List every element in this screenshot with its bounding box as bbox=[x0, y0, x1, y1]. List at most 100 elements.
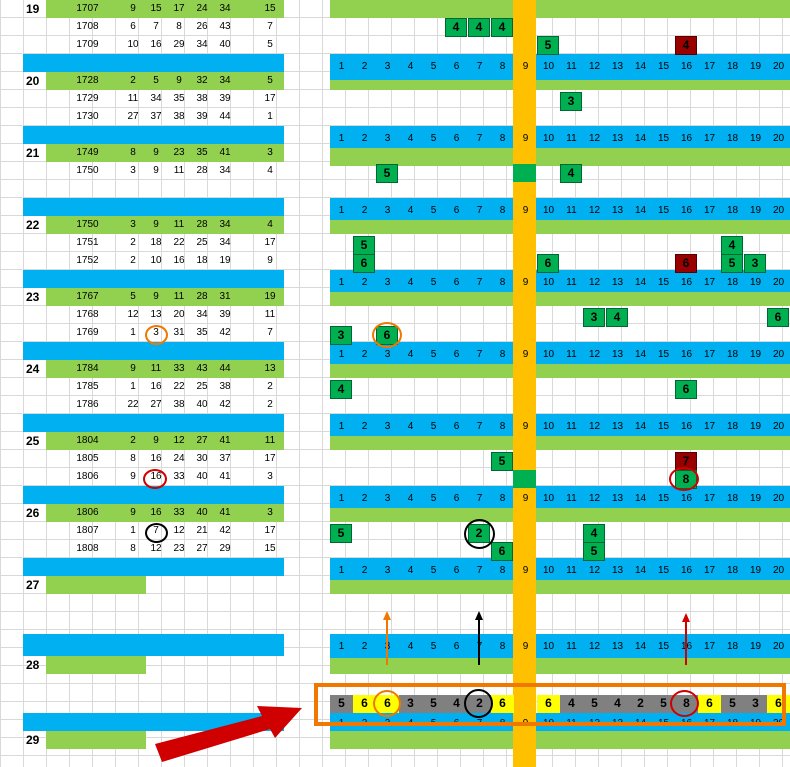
grid-column-number: 19 bbox=[749, 277, 762, 288]
table-cell-id: 1729 bbox=[76, 93, 99, 104]
grid-column-number: 13 bbox=[611, 133, 624, 144]
table-cell-f: 17 bbox=[264, 93, 276, 104]
grid-column-number: 12 bbox=[588, 641, 601, 652]
grid-column-number: 3 bbox=[384, 493, 391, 504]
grid-column-number: 17 bbox=[703, 277, 716, 288]
grid-column-number: 14 bbox=[634, 277, 647, 288]
table-cell-c: 38 bbox=[173, 111, 185, 122]
table-cell-e: 41 bbox=[219, 147, 231, 158]
grid-column-number: 8 bbox=[499, 421, 506, 432]
table-cell-b: 7 bbox=[153, 21, 159, 32]
grid-column-number: 15 bbox=[657, 421, 670, 432]
result-cell: 6 bbox=[698, 695, 721, 713]
table-cell-a: 2 bbox=[130, 435, 136, 446]
grid-column-number: 7 bbox=[476, 349, 483, 360]
grid-header-band bbox=[330, 54, 790, 80]
grid-column-number: 16 bbox=[680, 421, 693, 432]
grid-column-number: 19 bbox=[749, 133, 762, 144]
grid-column-number: 3 bbox=[384, 205, 391, 216]
grid-band bbox=[330, 658, 790, 674]
group-number: 22 bbox=[26, 218, 40, 232]
table-cell-d: 43 bbox=[196, 363, 208, 374]
grid-mark: 5 bbox=[537, 36, 559, 55]
grid-column-number: 4 bbox=[407, 421, 414, 432]
table-cell-e: 39 bbox=[219, 93, 231, 104]
separator-band bbox=[23, 713, 284, 731]
grid-column-number: 11 bbox=[566, 205, 577, 216]
table-cell-a: 10 bbox=[127, 39, 139, 50]
table-cell-a: 3 bbox=[130, 165, 136, 176]
row-band-27 bbox=[46, 576, 146, 594]
row-band-28 bbox=[46, 656, 146, 674]
grid-column-number: 11 bbox=[566, 133, 577, 144]
table-cell-b: 34 bbox=[150, 93, 162, 104]
grid-mark: 4 bbox=[675, 36, 697, 55]
column-9-highlight bbox=[513, 0, 536, 767]
grid-column-number: 3 bbox=[384, 61, 391, 72]
grid-column-number: 20 bbox=[772, 61, 785, 72]
table-cell-d: 35 bbox=[196, 147, 208, 158]
grid-mark: 3 bbox=[560, 92, 582, 111]
row-band-1750 bbox=[46, 216, 284, 234]
row-band-1728 bbox=[46, 72, 284, 90]
group-number: 21 bbox=[26, 146, 40, 160]
table-cell-id: 1749 bbox=[76, 147, 99, 158]
highlight-circle-red bbox=[670, 690, 699, 717]
grid-mark: 4 bbox=[468, 18, 490, 37]
table-cell-d: 34 bbox=[196, 309, 208, 320]
grid-mark: 3 bbox=[583, 308, 605, 327]
grid-column-number: 8 bbox=[499, 277, 506, 288]
grid-header-band bbox=[330, 270, 790, 292]
grid-column-number: 10 bbox=[542, 421, 555, 432]
table-cell-e: 31 bbox=[219, 291, 231, 302]
table-cell-b: 18 bbox=[150, 237, 162, 248]
table-cell-b: 5 bbox=[153, 75, 159, 86]
grid-column-number: 16 bbox=[680, 133, 693, 144]
grid-column-number: 7 bbox=[476, 61, 483, 72]
table-cell-id: 1808 bbox=[76, 543, 99, 554]
grid-column-number: 9 bbox=[522, 565, 529, 576]
grid-column-number: 15 bbox=[657, 133, 670, 144]
table-cell-a: 1 bbox=[130, 381, 136, 392]
table-cell-a: 9 bbox=[130, 3, 136, 14]
table-cell-f: 3 bbox=[267, 147, 273, 158]
table-cell-d: 32 bbox=[196, 75, 208, 86]
table-cell-c: 11 bbox=[173, 219, 185, 230]
table-cell-e: 29 bbox=[219, 543, 231, 554]
grid-column-number: 5 bbox=[430, 421, 437, 432]
highlight-circle-red bbox=[669, 467, 699, 491]
arrow-up-orange-icon bbox=[383, 611, 391, 665]
highlight-circle-orange bbox=[372, 322, 402, 348]
grid-column-number: 18 bbox=[726, 641, 739, 652]
grid-column-number: 6 bbox=[453, 277, 460, 288]
table-cell-f: 19 bbox=[264, 291, 276, 302]
table-cell-d: 28 bbox=[196, 219, 208, 230]
table-cell-f: 3 bbox=[267, 471, 273, 482]
grid-mark: 5 bbox=[583, 542, 605, 561]
separator-band bbox=[23, 486, 284, 504]
grid-column-number: 17 bbox=[703, 133, 716, 144]
grid-column-number: 12 bbox=[588, 277, 601, 288]
grid-column-number: 1 bbox=[338, 421, 345, 432]
table-cell-e: 34 bbox=[219, 3, 231, 14]
table-cell-f: 4 bbox=[267, 165, 273, 176]
grid-column-number: 9 bbox=[522, 277, 529, 288]
grid-column-number: 3 bbox=[384, 349, 391, 360]
grid-column-number: 5 bbox=[430, 565, 437, 576]
table-cell-id: 1728 bbox=[76, 75, 99, 86]
grid-column-number: 4 bbox=[407, 493, 414, 504]
grid-column-number: 3 bbox=[384, 565, 391, 576]
grid-column-number: 16 bbox=[680, 565, 693, 576]
row-band-1804 bbox=[46, 432, 284, 450]
table-cell-b: 10 bbox=[150, 255, 162, 266]
table-cell-id: 1786 bbox=[76, 399, 99, 410]
result-cell: 5 bbox=[330, 695, 353, 713]
grid-column-number: 7 bbox=[476, 565, 483, 576]
table-cell-f: 17 bbox=[264, 453, 276, 464]
grid-column-number: 14 bbox=[634, 421, 647, 432]
grid-header-band bbox=[330, 634, 790, 658]
table-cell-d: 25 bbox=[196, 237, 208, 248]
table-cell-id: 1751 bbox=[76, 237, 99, 248]
grid-column-number: 15 bbox=[657, 205, 670, 216]
grid-mark: 4 bbox=[560, 164, 582, 183]
